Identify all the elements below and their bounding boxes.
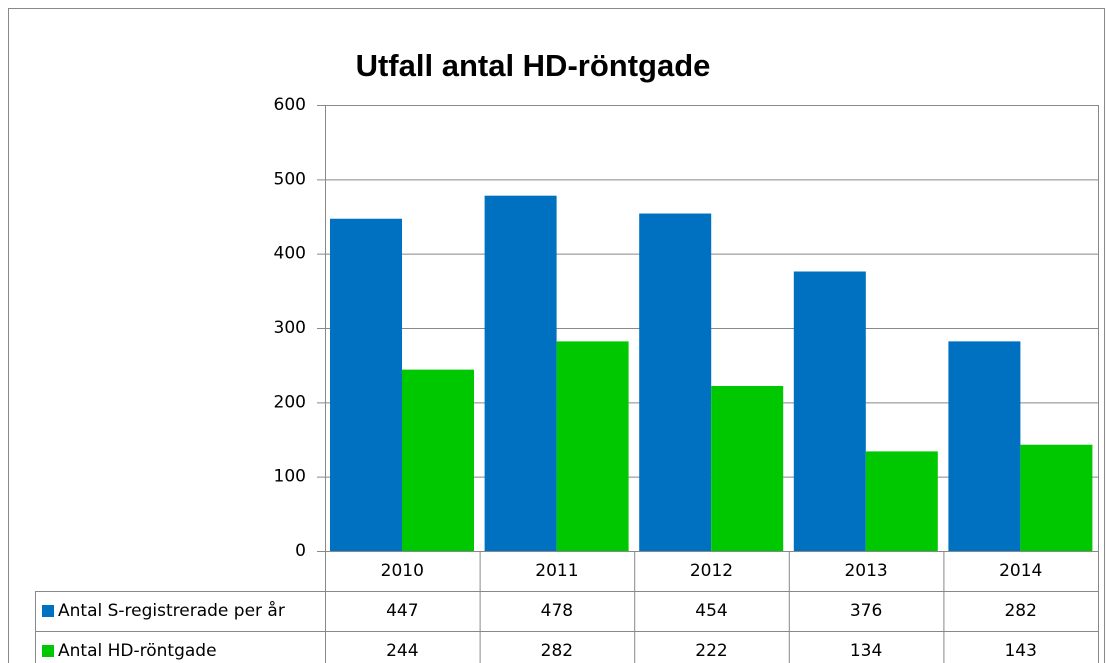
bar <box>1020 444 1093 551</box>
y-tick-label: 200 <box>274 392 306 412</box>
bar <box>556 341 629 551</box>
y-tick-label: 400 <box>274 244 306 264</box>
table-value: 244 <box>386 641 418 661</box>
table-value: 282 <box>541 641 573 661</box>
y-tick-label: 300 <box>274 318 306 338</box>
bar <box>948 341 1021 551</box>
table-value: 478 <box>541 601 573 621</box>
bar <box>865 451 938 551</box>
legend-label: Antal S-registrerade per år <box>58 600 285 621</box>
bar <box>793 271 866 551</box>
x-tick-label: 2013 <box>844 561 887 581</box>
x-tick-label: 2012 <box>690 561 733 581</box>
x-tick-label: 2010 <box>381 561 424 581</box>
table-value: 134 <box>850 641 882 661</box>
bar <box>484 195 557 552</box>
x-tick-label: 2014 <box>999 561 1042 581</box>
table-value: 376 <box>850 601 882 621</box>
chart-title: Utfall antal HD-röntgade <box>356 48 711 83</box>
bar <box>330 218 402 552</box>
y-tick-label: 500 <box>274 169 306 189</box>
table-value: 222 <box>695 641 727 661</box>
y-tick-label: 0 <box>295 541 306 561</box>
table-value: 143 <box>1004 641 1036 661</box>
legend-key <box>42 645 54 657</box>
table-value: 454 <box>695 601 727 621</box>
legend-key <box>42 605 54 617</box>
y-tick-label: 600 <box>274 95 306 115</box>
table-value: 282 <box>1004 601 1036 621</box>
legend-label: Antal HD-röntgade <box>58 641 217 661</box>
table-value: 447 <box>386 601 418 621</box>
y-tick-label: 100 <box>274 467 306 487</box>
bar <box>639 213 712 551</box>
bar <box>402 369 474 551</box>
x-tick-label: 2011 <box>535 561 578 581</box>
bar <box>711 385 784 551</box>
